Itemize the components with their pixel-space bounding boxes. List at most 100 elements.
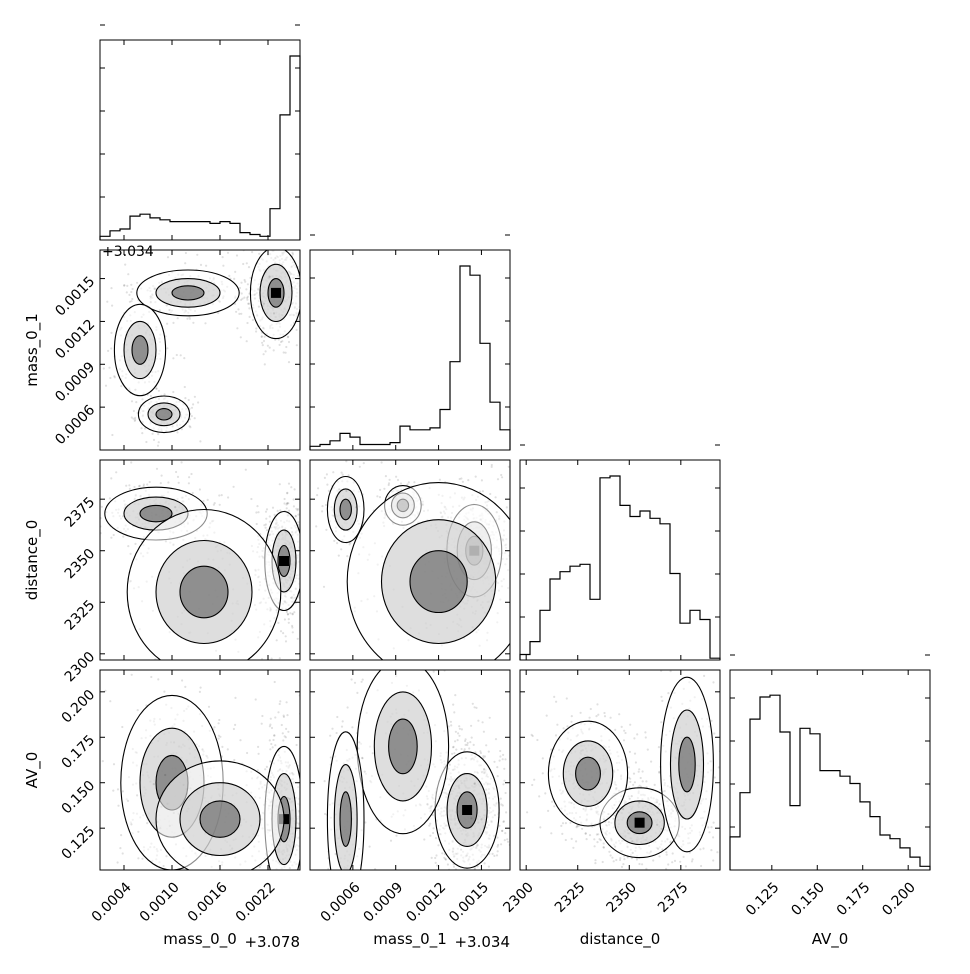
sample-point <box>109 700 111 702</box>
sample-point <box>147 394 149 396</box>
sample-point <box>443 874 445 876</box>
sample-point <box>263 303 265 305</box>
sample-point <box>110 477 112 479</box>
sample-point <box>358 741 360 743</box>
sample-point <box>134 543 136 545</box>
sample-point <box>103 367 105 369</box>
sample-point <box>450 877 452 879</box>
sample-point <box>251 251 253 253</box>
sample-point <box>242 263 244 265</box>
sample-point <box>165 878 167 880</box>
sample-point <box>160 482 162 484</box>
sample-point <box>317 487 319 489</box>
sample-point <box>271 903 273 905</box>
sample-point <box>301 760 303 762</box>
sample-point <box>271 658 273 660</box>
sample-point <box>356 692 358 694</box>
sample-point <box>432 832 434 834</box>
sample-point <box>289 612 291 614</box>
sample-point <box>279 700 281 702</box>
sample-point <box>192 403 194 405</box>
sample-point <box>433 671 435 673</box>
sample-point <box>594 859 596 861</box>
sample-point <box>266 508 268 510</box>
sample-point <box>279 483 281 485</box>
sample-point <box>283 895 285 897</box>
sample-point <box>196 675 198 677</box>
sample-point <box>130 461 132 463</box>
sample-point <box>146 686 148 688</box>
sample-point <box>186 318 188 320</box>
sample-point <box>318 601 320 603</box>
sample-point <box>436 864 438 866</box>
sample-point <box>395 835 397 837</box>
sample-point <box>285 635 287 637</box>
sample-point <box>330 756 332 758</box>
sample-point <box>304 309 306 311</box>
sample-point <box>321 505 323 507</box>
sample-point <box>292 631 294 633</box>
sample-point <box>283 215 285 217</box>
sample-point <box>602 846 604 848</box>
sample-point <box>302 613 304 615</box>
sample-point <box>172 391 174 393</box>
sample-point <box>191 407 193 409</box>
sample-point <box>345 460 347 462</box>
sample-point <box>429 835 431 837</box>
sample-point <box>285 346 287 348</box>
sample-point <box>265 350 267 352</box>
sample-point <box>125 485 127 487</box>
sample-point <box>100 882 102 884</box>
sample-point <box>230 667 232 669</box>
sample-point <box>218 719 220 721</box>
sample-point <box>296 744 298 746</box>
sample-point <box>470 817 472 819</box>
sample-point <box>302 523 304 525</box>
sample-point <box>240 299 242 301</box>
sample-point <box>130 291 132 293</box>
sample-point <box>286 701 288 703</box>
sample-point <box>218 872 220 874</box>
sample-point <box>306 782 308 784</box>
sample-point <box>288 361 290 363</box>
sample-point <box>408 481 410 483</box>
sample-point <box>154 288 156 290</box>
sample-point <box>261 723 263 725</box>
sample-point <box>134 420 136 422</box>
sample-point <box>76 537 78 539</box>
sample-point <box>130 284 132 286</box>
sample-point <box>499 755 501 757</box>
sample-point <box>143 484 145 486</box>
sample-point <box>227 252 229 254</box>
sample-point <box>164 393 166 395</box>
sample-point <box>613 860 615 862</box>
sample-point <box>453 884 455 886</box>
sample-point <box>297 901 299 903</box>
sample-point <box>645 780 647 782</box>
sample-point <box>112 790 114 792</box>
sample-point <box>429 823 431 825</box>
sample-point <box>302 839 304 841</box>
sample-point <box>538 550 540 552</box>
sample-point <box>304 277 306 279</box>
sample-point <box>109 497 111 499</box>
sample-point <box>287 731 289 733</box>
sample-point <box>175 471 177 473</box>
sample-point <box>248 266 250 268</box>
sample-point <box>168 309 170 311</box>
sample-point <box>335 872 337 874</box>
sample-point <box>126 291 128 293</box>
sample-point <box>159 309 161 311</box>
sample-point <box>297 923 299 925</box>
sample-point <box>505 811 507 813</box>
sample-point <box>304 867 306 869</box>
sample-point <box>304 592 306 594</box>
sample-point <box>245 469 247 471</box>
sample-point <box>572 847 574 849</box>
sample-point <box>84 535 86 537</box>
sample-point <box>306 727 308 729</box>
sample-point <box>120 385 122 387</box>
sample-point <box>274 681 276 683</box>
sample-point <box>284 618 286 620</box>
sample-point <box>435 872 437 874</box>
